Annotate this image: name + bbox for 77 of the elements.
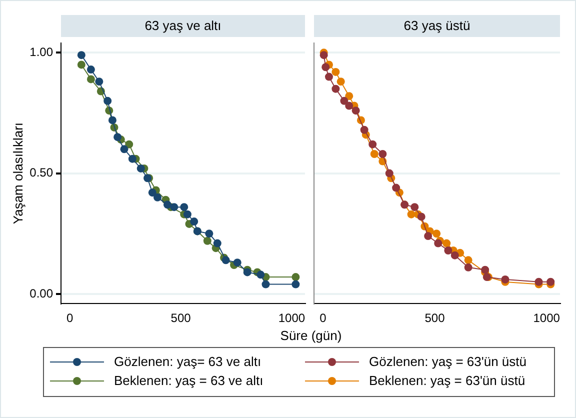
point xyxy=(320,51,328,60)
point xyxy=(128,154,136,163)
point xyxy=(86,75,95,84)
point xyxy=(148,188,156,197)
point xyxy=(256,270,265,279)
chart-title: 63 yaş ve altı xyxy=(61,15,305,37)
point xyxy=(180,203,188,212)
point xyxy=(534,278,543,286)
legend-label: Gözlenen: yaş = 63'ün üstü xyxy=(369,354,527,369)
point xyxy=(410,203,419,212)
point xyxy=(385,169,394,178)
point xyxy=(407,210,416,218)
point xyxy=(170,203,178,212)
point xyxy=(125,140,134,148)
point xyxy=(104,96,112,105)
point xyxy=(442,239,451,248)
y-axis-title: Yaşam olasılıkları xyxy=(10,122,26,224)
point xyxy=(190,218,198,226)
point xyxy=(481,266,490,274)
point xyxy=(205,230,214,238)
point xyxy=(434,239,442,248)
point xyxy=(136,164,145,172)
legend-label: Gözlenen: yaş= 63 ve altı xyxy=(114,354,262,369)
point xyxy=(203,236,212,245)
x-tick-label: 0 xyxy=(66,311,74,326)
point xyxy=(345,92,354,100)
y-tick-label: 1.00 xyxy=(30,44,54,59)
point xyxy=(322,63,330,72)
point xyxy=(464,256,472,264)
point xyxy=(213,239,222,248)
point xyxy=(378,150,387,158)
point xyxy=(86,66,95,74)
y-tick-label: 0.00 xyxy=(30,286,54,300)
legend-label: Beklenen: yaş = 63 ve altı xyxy=(114,373,264,388)
point xyxy=(77,60,86,69)
point xyxy=(233,258,242,267)
x-axis-title: Süre (gün) xyxy=(279,328,343,343)
point xyxy=(360,126,368,134)
point xyxy=(345,102,354,110)
x-tick-label: 1000 xyxy=(278,311,306,326)
point xyxy=(432,230,441,238)
point xyxy=(262,280,270,288)
point xyxy=(444,246,452,255)
legend-label: Beklenen: yaş = 63'ün üstü xyxy=(369,373,526,388)
point xyxy=(120,145,128,154)
x-tick-label: 500 xyxy=(424,311,446,326)
point xyxy=(183,210,192,218)
point xyxy=(368,140,377,148)
point xyxy=(292,273,300,282)
point xyxy=(153,193,162,202)
point xyxy=(450,251,459,260)
point xyxy=(292,280,300,288)
y-tick-label: 0.50 xyxy=(30,166,54,180)
chart-title: 63 yaş üstü xyxy=(314,15,560,37)
point xyxy=(77,51,86,60)
point xyxy=(114,133,122,142)
x-tick-label: 500 xyxy=(170,311,192,326)
point xyxy=(108,116,116,124)
point xyxy=(163,200,172,209)
point xyxy=(222,256,230,264)
point xyxy=(340,96,348,105)
x-tick-label: 0 xyxy=(320,311,327,326)
point xyxy=(370,150,378,158)
point xyxy=(352,106,360,115)
point xyxy=(417,212,426,221)
point xyxy=(424,232,432,240)
point xyxy=(501,275,510,284)
point xyxy=(546,278,555,286)
x-tick-label: 1000 xyxy=(533,311,560,326)
point xyxy=(392,184,400,192)
point xyxy=(464,263,472,272)
point xyxy=(332,84,340,93)
point xyxy=(332,68,340,76)
point xyxy=(336,78,345,86)
point xyxy=(95,78,104,86)
point xyxy=(243,268,252,276)
point xyxy=(324,72,333,81)
